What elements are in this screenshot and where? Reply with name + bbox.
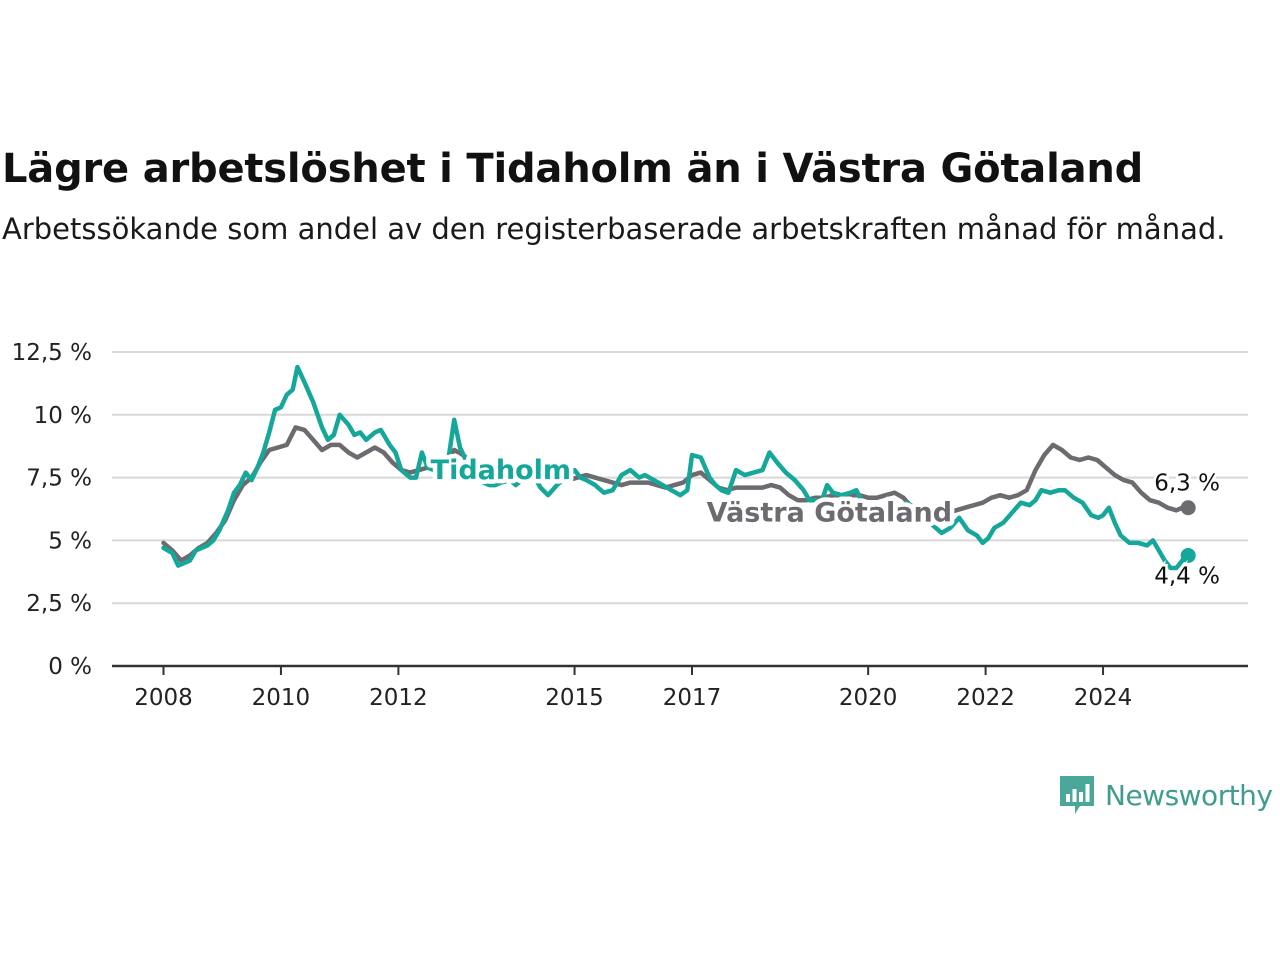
x-tick-label: 2015 [545, 685, 604, 711]
newsworthy-chart-icon [1060, 776, 1094, 814]
y-axis-ticks: 0 % 2,5 % 5 % 7,5 % 10 % 12,5 % [12, 340, 92, 680]
end-value-label: 6,3 % [1154, 471, 1220, 497]
y-tick-label: 0 % [48, 654, 92, 680]
x-tick-label: 2008 [134, 685, 193, 711]
y-tick-label: 12,5 % [12, 340, 92, 366]
chart-title: Lägre arbetslöshet i Tidaholm än i Västr… [2, 146, 1144, 192]
series-label: Västra Götaland [707, 498, 952, 529]
newsworthy-logo: Newsworthy [1058, 773, 1273, 817]
logo-text: Newsworthy [1105, 778, 1273, 812]
series-lines [161, 364, 1196, 571]
x-tick-label: 2012 [369, 685, 428, 711]
x-tick-label: 2024 [1074, 685, 1133, 711]
chart-subtitle: Arbetssökande som andel av den registerb… [2, 212, 1226, 246]
y-tick-label: 5 % [48, 528, 92, 554]
series-end-dot [1180, 500, 1196, 516]
series-labels: Tidaholm Västra Götaland 6,3 % 4,4 % [426, 450, 1222, 592]
x-tick-label: 2020 [839, 685, 898, 711]
y-tick-label: 10 % [34, 403, 92, 429]
series-line-tidaholm [161, 364, 1191, 571]
x-axis-ticks: 2008 2010 2012 2015 2017 2020 2022 2024 [112, 664, 1248, 711]
series-end-dot [1180, 547, 1196, 563]
end-value-label: 4,4 % [1154, 563, 1220, 589]
x-tick-label: 2017 [663, 685, 722, 711]
grid-lines [112, 351, 1248, 605]
x-tick-label: 2022 [956, 685, 1015, 711]
series-line-vastra-gotaland [161, 425, 1191, 563]
y-tick-label: 2,5 % [26, 591, 92, 617]
x-tick-label: 2010 [252, 685, 311, 711]
series-label: Tidaholm [431, 455, 571, 486]
y-tick-label: 7,5 % [26, 466, 92, 492]
